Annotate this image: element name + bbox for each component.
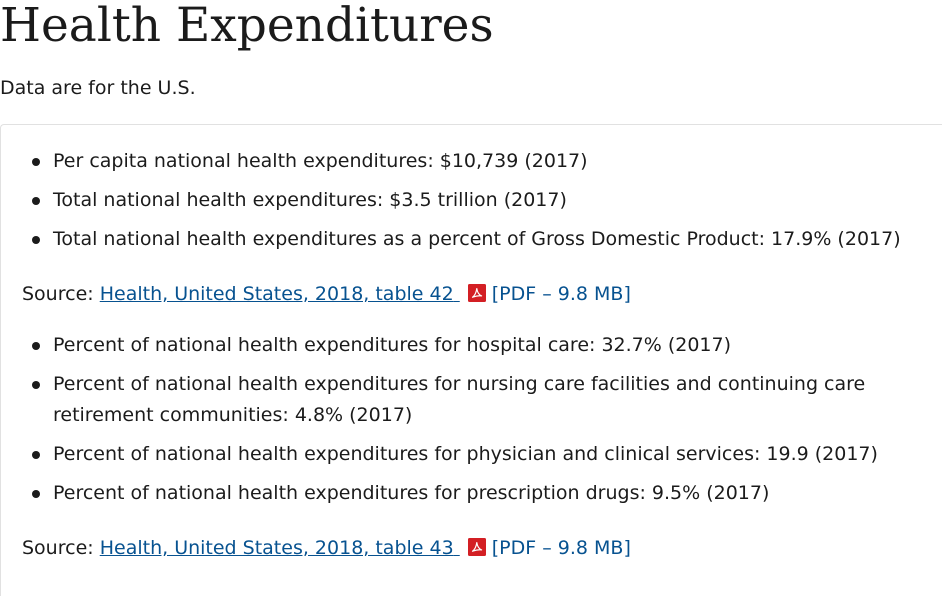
source-link-table-42[interactable]: Health, United States, 2018, table 42 xyxy=(99,283,454,305)
pdf-file-icon xyxy=(467,538,486,556)
bullet-icon xyxy=(32,158,40,166)
expenditure-share-list: Percent of national health expenditures … xyxy=(32,330,933,517)
data-card xyxy=(0,124,942,596)
pdf-file-icon xyxy=(467,284,486,302)
list-item-text: Percent of national health expenditures … xyxy=(53,373,866,426)
list-item: Percent of national health expenditures … xyxy=(32,478,933,509)
list-item-text: Total national health expenditures: $3.5… xyxy=(53,189,567,211)
source-prefix: Source: xyxy=(22,537,94,559)
list-item-text: Total national health expenditures as a … xyxy=(53,228,901,250)
list-item: Per capita national health expenditures:… xyxy=(32,146,933,177)
source-prefix: Source: xyxy=(22,283,94,305)
bullet-icon xyxy=(32,490,40,498)
page-title: Health Expenditures xyxy=(0,0,494,53)
bullet-icon xyxy=(32,236,40,244)
bullet-icon xyxy=(32,342,40,350)
source-link-table-43[interactable]: Health, United States, 2018, table 43 xyxy=(99,537,454,559)
source-line: Source: Health, United States, 2018, tab… xyxy=(22,280,631,308)
list-item-text: Percent of national health expenditures … xyxy=(53,482,770,504)
bullet-icon xyxy=(32,197,40,205)
list-item: Total national health expenditures: $3.5… xyxy=(32,185,933,216)
bullet-icon xyxy=(32,451,40,459)
pdf-size-label: [PDF – 9.8 MB] xyxy=(491,283,631,305)
list-item-text: Percent of national health expenditures … xyxy=(53,443,878,465)
list-item: Percent of national health expenditures … xyxy=(32,369,933,431)
list-item: Percent of national health expenditures … xyxy=(32,330,933,361)
source-line: Source: Health, United States, 2018, tab… xyxy=(22,534,631,562)
list-item: Total national health expenditures as a … xyxy=(32,224,933,255)
list-item-text: Per capita national health expenditures:… xyxy=(53,150,588,172)
list-item: Percent of national health expenditures … xyxy=(32,439,933,470)
intro-text: Data are for the U.S. xyxy=(0,77,196,99)
list-item-text: Percent of national health expenditures … xyxy=(53,334,732,356)
pdf-size-label: [PDF – 9.8 MB] xyxy=(491,537,631,559)
expenditure-list: Per capita national health expenditures:… xyxy=(32,146,933,263)
bullet-icon xyxy=(32,381,40,389)
